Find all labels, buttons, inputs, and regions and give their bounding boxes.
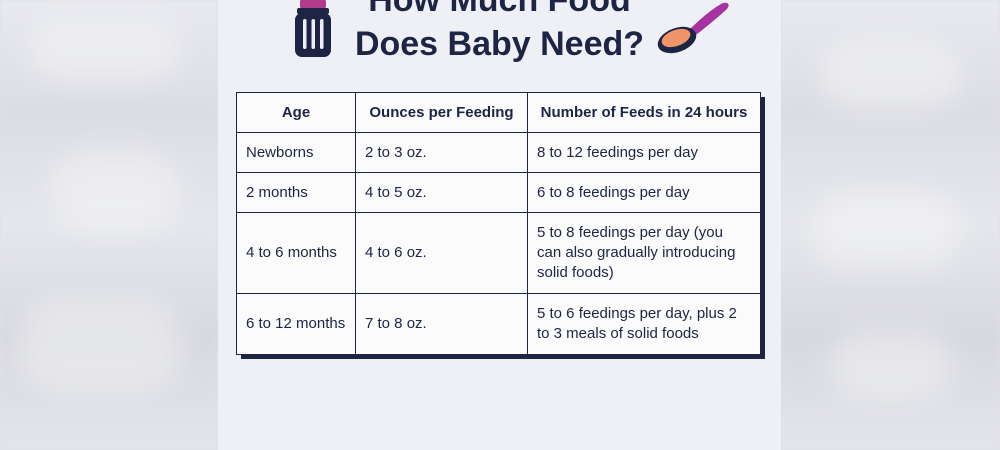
spoon-icon [657,2,729,54]
baby-bottle-icon [295,0,331,57]
table-row: 4 to 6 months 4 to 6 oz. 5 to 8 feedings… [236,212,761,294]
table-row: 6 to 12 months 7 to 8 oz. 5 to 6 feeding… [236,293,761,355]
cell-ounces: 2 to 3 oz. [355,132,528,173]
page-title-line-2: Does Baby Need? [354,25,645,63]
cell-feeds: 8 to 12 feedings per day [527,132,761,173]
cell-feeds: 6 to 8 feedings per day [527,172,761,213]
cell-ounces: 4 to 6 oz. [355,212,528,294]
blurred-background-left [0,0,218,450]
table-row: 2 months 4 to 5 oz. 6 to 8 feedings per … [236,172,761,213]
cell-feeds: 5 to 6 feedings per day, plus 2 to 3 mea… [527,293,761,355]
table-header-row: Age Ounces per Feeding Number of Feeds i… [236,92,761,133]
cell-ounces: 7 to 8 oz. [355,293,528,355]
feeding-table: Age Ounces per Feeding Number of Feeds i… [236,92,761,355]
blurred-background-right [781,0,1000,450]
cell-ounces: 4 to 5 oz. [355,172,528,213]
cell-age: 2 months [236,172,356,213]
page-title-line-1: How Much Food [368,0,631,19]
header-age: Age [236,92,356,133]
cell-age: 4 to 6 months [236,212,356,294]
header-ounces: Ounces per Feeding [355,92,528,133]
table-row: Newborns 2 to 3 oz. 8 to 12 feedings per… [236,132,761,173]
feeding-table-container: Age Ounces per Feeding Number of Feeds i… [236,92,765,359]
infographic-panel: How Much Food Does Baby Need? Age Ounces… [218,0,781,450]
header-feeds: Number of Feeds in 24 hours [527,92,761,133]
cell-age: Newborns [236,132,356,173]
cell-age: 6 to 12 months [236,293,356,355]
cell-feeds: 5 to 8 feedings per day (you can also gr… [527,212,761,294]
